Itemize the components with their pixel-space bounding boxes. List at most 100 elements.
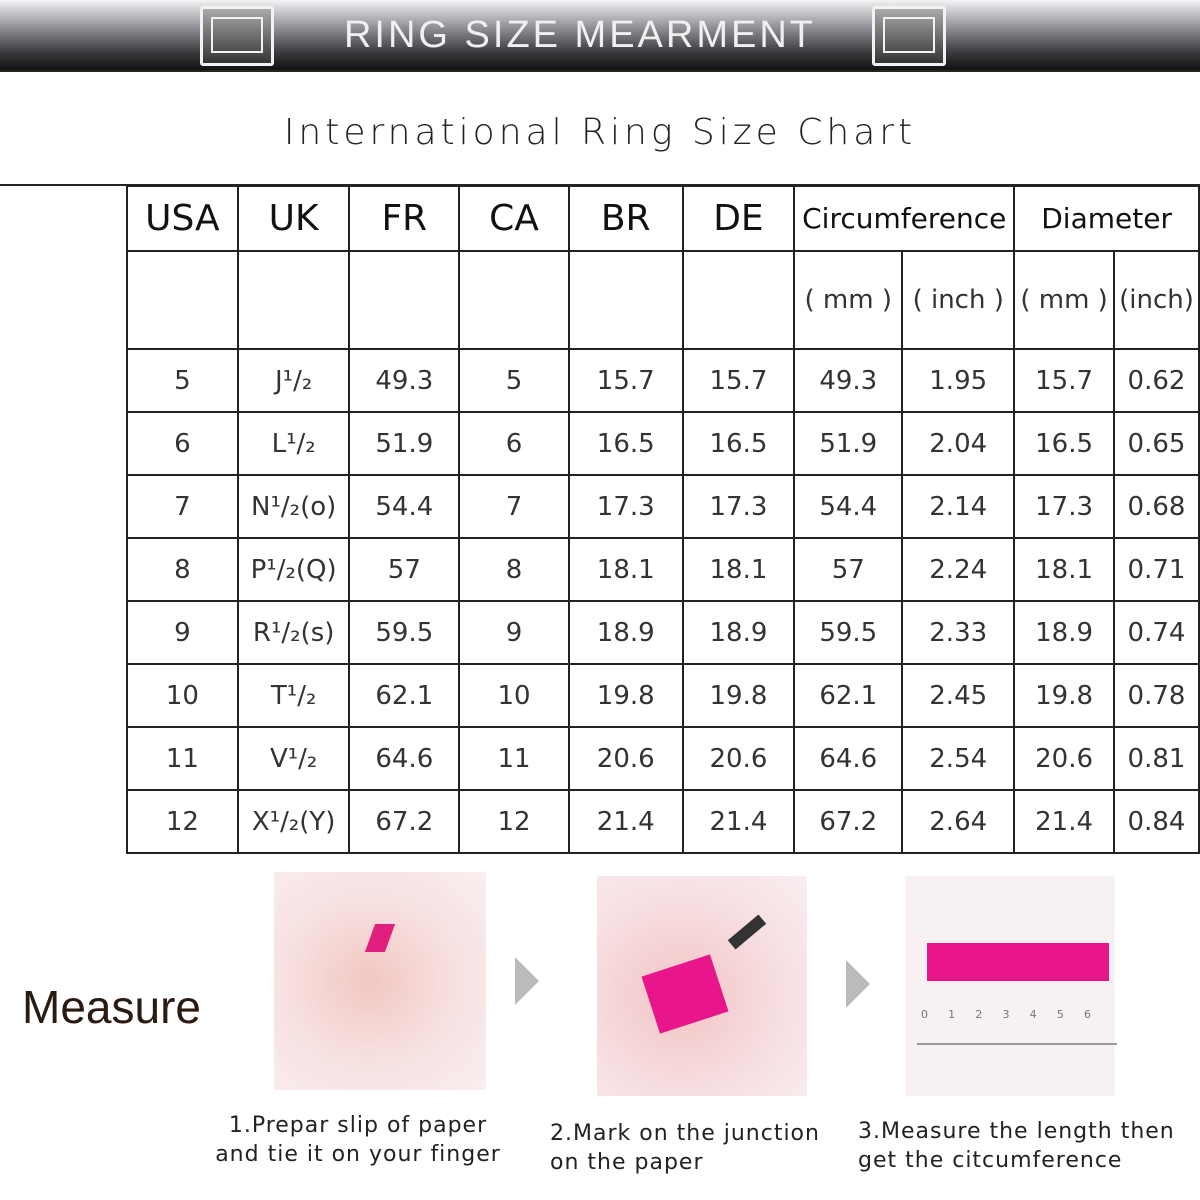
table-cell: 67.2 [348,789,461,854]
table-cell: 19.8 [1013,663,1115,728]
banner: RING SIZE MEARMENT [0,0,1200,72]
table-cell: 20.6 [567,726,684,791]
ruler-tick: 2 [975,1008,983,1021]
table-cell: 16.5 [567,411,684,476]
table-row: 8 P¹/₂(Q) 57 8 18.1 18.1 57 2.24 18.1 0.71 [126,537,1200,602]
header-circumference: Circumference [793,185,1016,252]
measure-label: Measure [22,981,201,1033]
table-cell: 2.54 [901,726,1016,791]
table-cell: 2.14 [901,474,1016,539]
table-cell: 6 [126,411,239,476]
table-cell: R¹/₂(s) [236,600,351,665]
divider [0,184,1200,186]
table-cell: 0.68 [1112,474,1200,539]
table-cell: 51.9 [348,411,461,476]
arrow-right-icon [515,957,539,1005]
table-cell: 54.4 [793,474,904,539]
table-cell: 16.5 [1013,411,1115,476]
step-3-line1: 3.Measure the length then [858,1119,1175,1144]
table-cell: 67.2 [793,789,904,854]
table-cell: 2.33 [901,600,1016,665]
header-de: DE [681,185,796,252]
table-cell: L¹/₂ [236,411,351,476]
finger-image [274,872,486,1090]
table-cell: 18.9 [1013,600,1115,665]
step-2-line1: 2.Mark on the junction [550,1121,820,1146]
table-cell: V¹/₂ [236,726,351,791]
table-cell: 18.1 [1013,537,1115,602]
table-cell: 0.74 [1112,600,1200,665]
blank-cell [681,250,796,350]
ruler-line [917,1043,1117,1045]
blank-cell [348,250,461,350]
table-cell: 21.4 [1013,789,1115,854]
table-cell: 2.04 [901,411,1016,476]
unit-diam-inch: (inch) [1112,250,1200,350]
table-cell: 5 [126,348,239,413]
header-ca: CA [458,185,570,252]
ruler-tick: 5 [1056,1008,1064,1021]
table-cell: 59.5 [348,600,461,665]
table-cell: 9 [126,600,239,665]
table-cell: 12 [458,789,570,854]
table-cell: 18.9 [681,600,796,665]
table-row: 11 V¹/₂ 64.6 11 20.6 20.6 64.6 2.54 20.6 0.81 [126,726,1200,791]
header-fr: FR [348,185,461,252]
ring-size-table: USA UK FR CA BR DE Circumference Diamete… [126,185,1200,854]
table-cell: 62.1 [793,663,904,728]
table-cell: 5 [458,348,570,413]
table-cell: 10 [126,663,239,728]
blank-cell [126,250,239,350]
table-cell: 19.8 [681,663,796,728]
table-cell: 64.6 [793,726,904,791]
table-cell: P¹/₂(Q) [236,537,351,602]
ruler-tick: 6 [1083,1008,1091,1021]
table-cell: 49.3 [348,348,461,413]
table-cell: X¹/₂(Y) [236,789,351,854]
ruler-tick: 0 [921,1008,928,1021]
table-cell: 15.7 [567,348,684,413]
table-cell: 9 [458,600,570,665]
table-cell: 59.5 [793,600,904,665]
table-cell: 20.6 [681,726,796,791]
table-cell: 0.81 [1112,726,1200,791]
table-cell: 54.4 [348,474,461,539]
table-cell: 7 [126,474,239,539]
table-cell: 17.3 [567,474,684,539]
table-cell: 2.45 [901,663,1016,728]
blank-cell [236,250,351,350]
blank-cell [567,250,684,350]
paper-slip [364,924,396,952]
table-cell: 18.1 [567,537,684,602]
table-row: 5 J¹/₂ 49.3 5 15.7 15.7 49.3 1.95 15.7 0.62 [126,348,1200,413]
table-cell: 15.7 [681,348,796,413]
table-row: 6 L¹/₂ 51.9 6 16.5 16.5 51.9 2.04 16.5 0.65 [126,411,1200,476]
unit-diam-mm: ( mm ) [1013,250,1115,350]
step-1-line1: 1.Prepar slip of paper [228,1113,488,1138]
table-cell: 16.5 [681,411,796,476]
header-br: BR [567,185,684,252]
table-cell: 7 [458,474,570,539]
banner-title: RING SIZE MEARMENT [343,14,817,56]
table-cell: 10 [458,663,570,728]
table-cell: 21.4 [681,789,796,854]
table-cell: 0.84 [1112,789,1200,854]
paper-strip [927,943,1109,981]
table-cell: 64.6 [348,726,461,791]
step-2-line2: on the paper [550,1150,704,1175]
table-cell: 17.3 [1013,474,1115,539]
table-row: 10 T¹/₂ 62.1 10 19.8 19.8 62.1 2.45 19.8 0.78 [126,663,1200,728]
table-cell: 2.64 [901,789,1016,854]
table-cell: 11 [458,726,570,791]
ruler-tick: 4 [1029,1008,1037,1021]
table-cell: 6 [458,411,570,476]
ruler-tick: 3 [1002,1008,1010,1021]
ruler-tick: 1 [948,1008,956,1021]
frame-icon [872,6,946,66]
step-3: 3.Measure the length then get the citcum… [858,1117,1175,1175]
table-row: 9 R¹/₂(s) 59.5 9 18.9 18.9 59.5 2.33 18.9 0.74 [126,600,1200,665]
step-1: 1.Prepar slip of paper and tie it on you… [208,1111,508,1169]
table-cell: 17.3 [681,474,796,539]
table-cell: 12 [126,789,239,854]
table-cell: 0.62 [1112,348,1200,413]
